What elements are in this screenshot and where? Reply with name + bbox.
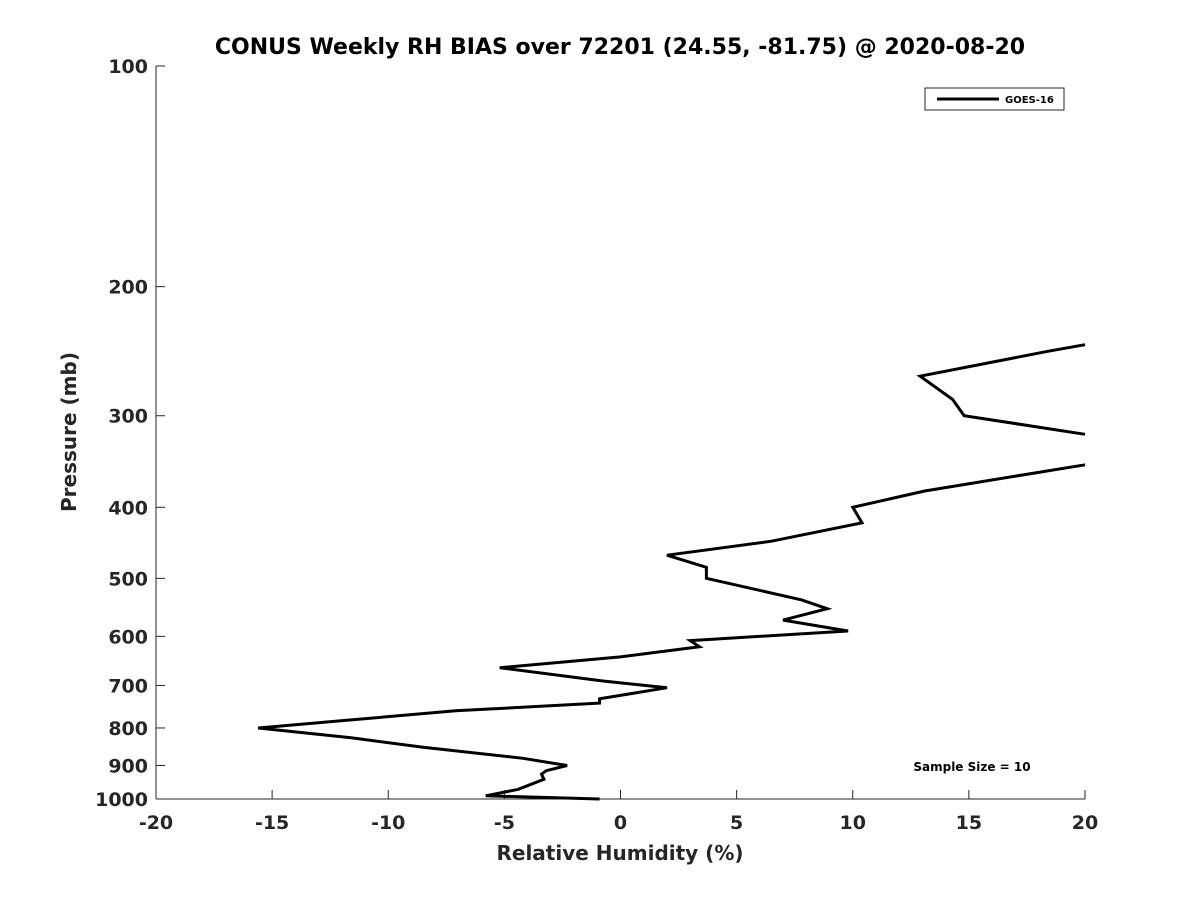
legend-entry-goes-16: GOES-16 [1005, 95, 1054, 106]
y-ticks: 100 200 300 400 500 600 700 800 900 1000 [95, 56, 165, 811]
x-tick-label: -10 [371, 812, 405, 834]
y-tick-label: 900 [108, 755, 148, 777]
x-tick-label: 15 [956, 812, 982, 834]
y-tick-label: 300 [108, 406, 148, 428]
series-group [258, 343, 1086, 801]
y-tick-label: 400 [108, 497, 148, 519]
x-tick-label: 10 [840, 812, 866, 834]
sample-size-annotation: Sample Size = 10 [913, 760, 1030, 774]
x-tick-label: -5 [494, 812, 515, 834]
x-tick-label: 20 [1072, 812, 1098, 834]
legend: GOES-16 [924, 87, 1065, 111]
y-tick-label: 800 [108, 718, 148, 740]
x-tick-label: 0 [614, 812, 627, 834]
y-axis-label: Pressure (mb) [57, 352, 81, 512]
x-tick-label: -20 [139, 812, 173, 834]
x-tick-label: 5 [730, 812, 743, 834]
y-tick-label: 100 [108, 56, 148, 78]
y-tick-label: 200 [108, 277, 148, 299]
x-ticks: -20 -15 -10 -5 0 5 10 15 20 [139, 790, 1098, 834]
x-tick-label: -15 [255, 812, 289, 834]
y-tick-label: 500 [108, 568, 148, 590]
y-tick-label: 700 [108, 675, 148, 697]
series-line-goes-16 [258, 343, 1086, 801]
x-axis-label: Relative Humidity (%) [496, 841, 743, 865]
y-tick-label: 600 [108, 626, 148, 648]
chart-title: CONUS Weekly RH BIAS over 72201 (24.55, … [215, 35, 1025, 60]
y-tick-label: 1000 [95, 789, 148, 811]
plot-area: -20 -15 -10 -5 0 5 10 15 20 100 200 300 400 500 600 70… [95, 56, 1098, 834]
